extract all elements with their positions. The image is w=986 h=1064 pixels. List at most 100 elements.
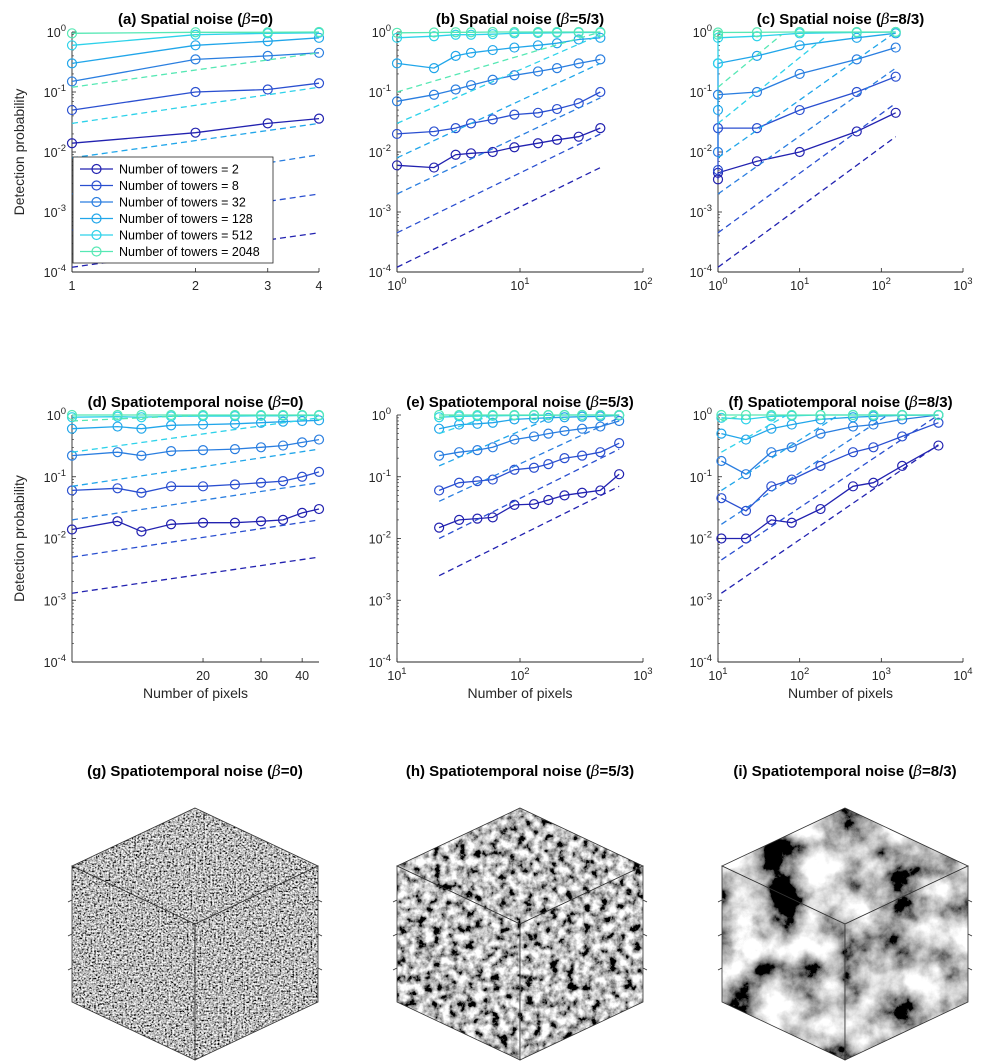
data-point [847, 447, 859, 458]
data-point [786, 442, 797, 453]
data-point [313, 26, 325, 38]
data-point [487, 512, 498, 523]
data-point [614, 409, 625, 421]
data-point [313, 466, 325, 477]
data-point [716, 493, 727, 504]
cube-title: (i) Spatiotemporal noise (β=8/3) [733, 762, 956, 780]
data-point [136, 487, 147, 498]
data-point [897, 409, 908, 421]
fit-line [396, 166, 601, 268]
x-tick-label: 1 [69, 279, 76, 293]
data-point [487, 417, 498, 428]
fit-line [71, 556, 320, 594]
data-point [528, 413, 540, 424]
fit-line [717, 37, 825, 124]
data-point [391, 160, 403, 171]
x-tick-label: 40 [295, 669, 309, 683]
data-point [595, 409, 606, 421]
data-point [465, 80, 477, 91]
y-tick-label: 10-1 [690, 83, 712, 100]
data-point [166, 481, 177, 492]
data-point [614, 469, 625, 480]
data-point [450, 149, 461, 160]
x-tick-label: 103 [953, 276, 972, 293]
data-point [229, 479, 241, 490]
y-tick-label: 10-3 [369, 203, 391, 220]
data-point [190, 54, 201, 65]
data-point [577, 487, 588, 498]
data-point [313, 503, 325, 515]
series-line [717, 32, 896, 111]
data-point [532, 26, 544, 38]
y-tick-label: 10-1 [369, 83, 391, 100]
legend-marker [91, 213, 102, 224]
legend-marker [91, 246, 102, 257]
x-axis-label: Number of pixels [143, 685, 248, 701]
fit-line [721, 414, 889, 525]
data-point [277, 514, 289, 526]
data-point [786, 517, 797, 528]
data-point [112, 483, 123, 494]
y-tick-label: 10-3 [690, 591, 712, 608]
chart-panel-2: 10-4 10-3 10-2 10-1 100 100 101 102 (b) Spatial … [369, 10, 653, 293]
data-point [577, 423, 588, 434]
data-point [428, 126, 440, 137]
data-point [794, 146, 805, 158]
panel-title: (a) Spatial noise (β=0) [118, 10, 273, 28]
data-point [472, 476, 483, 487]
data-point [551, 103, 563, 115]
data-point [559, 490, 570, 501]
chart-panel-3: 10-4 10-3 10-2 10-1 100 100 101 102 103 (c) Spati… [690, 10, 973, 293]
x-tick-label: 101 [510, 276, 529, 293]
y-axis-label: Detection probability [11, 89, 27, 216]
x-tick-label: 104 [953, 666, 972, 683]
data-point [66, 423, 78, 434]
data-point [112, 409, 123, 421]
data-point [933, 409, 944, 421]
x-tick-label: 2 [192, 279, 199, 293]
data-point [66, 28, 78, 39]
data-point [487, 146, 498, 158]
data-point [509, 464, 520, 475]
data-point [573, 131, 584, 142]
y-tick-label: 10-1 [44, 83, 66, 100]
fit-line [71, 86, 320, 125]
series-group [66, 409, 325, 594]
data-point [66, 104, 78, 116]
x-tick-label: 102 [510, 666, 529, 683]
data-point [190, 40, 201, 51]
data-point [487, 474, 498, 485]
x-tick-label: 102 [633, 276, 652, 293]
series-line [396, 58, 601, 102]
data-point [297, 507, 308, 518]
data-point [465, 29, 477, 40]
data-point [391, 58, 403, 69]
data-point [277, 476, 289, 487]
data-point [255, 417, 267, 428]
y-tick-label: 10-4 [369, 653, 391, 670]
data-point [614, 415, 625, 427]
data-point [933, 440, 944, 451]
cube-tick [967, 933, 973, 937]
data-point [112, 421, 123, 432]
data-point [595, 485, 606, 496]
data-point [532, 40, 544, 51]
data-point [815, 460, 826, 471]
data-point [595, 86, 606, 98]
data-point [716, 412, 727, 423]
data-point [890, 42, 901, 53]
x-axis-label: Number of pixels [467, 685, 572, 701]
series-line [71, 508, 320, 533]
x-tick-label: 101 [708, 666, 727, 683]
y-tick-label: 10-4 [690, 653, 712, 670]
series-group [391, 26, 606, 268]
series-line [721, 414, 939, 475]
data-point [66, 58, 78, 69]
y-tick-label: 10-3 [369, 591, 391, 608]
data-point [434, 522, 445, 533]
data-point [166, 409, 177, 421]
data-point [197, 409, 209, 421]
data-point [465, 27, 477, 38]
fit-line [717, 67, 897, 195]
data-point [543, 494, 554, 506]
